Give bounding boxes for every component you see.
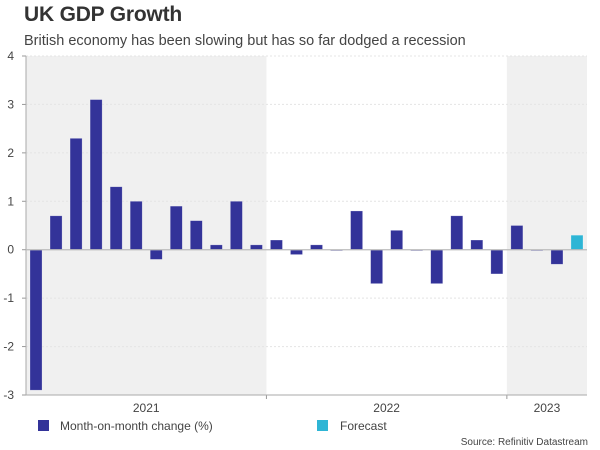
bar-actual (69, 138, 83, 251)
bar-actual (169, 205, 183, 251)
y-tick-label: -1 (3, 291, 14, 305)
bar-actual (89, 99, 103, 251)
y-tick-label: -2 (3, 340, 14, 354)
bar-actual (490, 249, 504, 275)
chart-subtitle: British economy has been slowing but has… (24, 33, 466, 49)
bar-actual (129, 200, 143, 251)
bar-actual (370, 249, 383, 284)
y-tick-label: 3 (7, 97, 14, 111)
bar-actual (430, 249, 444, 284)
bar-actual (49, 215, 63, 251)
bar-actual (189, 220, 203, 251)
x-tick-label-2021: 2021 (133, 401, 160, 415)
legend-swatch-forecast (317, 420, 328, 431)
bar-actual (470, 239, 484, 251)
bar-actual (290, 249, 303, 255)
legend-swatch-month-on-month (38, 420, 49, 431)
bar-actual (250, 244, 263, 251)
bar-actual (450, 215, 464, 251)
chart-title: UK GDP Growth (24, 3, 183, 26)
bar-actual (109, 186, 123, 251)
y-tick-label: 4 (7, 49, 14, 63)
bar-actual (550, 249, 564, 265)
y-tick-label: 2 (7, 146, 14, 160)
bar-actual (149, 249, 163, 260)
bar-actual (350, 210, 363, 251)
x-tick-label-2022: 2022 (373, 401, 400, 415)
legend-label-forecast: Forecast (340, 419, 387, 433)
shade-band-2021 (26, 56, 267, 395)
bar-actual (270, 239, 283, 251)
bar-actual (210, 244, 223, 251)
y-tick-label: -3 (3, 388, 14, 402)
bar-actual (230, 200, 243, 251)
bar-actual (29, 249, 43, 391)
bar-actual (390, 230, 403, 251)
y-tick-label: 0 (7, 243, 14, 257)
legend-label-month-on-month: Month-on-month change (%) (60, 419, 213, 433)
bar-actual (510, 225, 524, 251)
bar-actual (310, 244, 323, 251)
y-tick-label: 1 (7, 194, 14, 208)
source-note: Source: Refinitiv Datastream (461, 437, 588, 448)
x-tick-label-2023: 2023 (534, 401, 561, 415)
bar-forecast (570, 234, 584, 251)
